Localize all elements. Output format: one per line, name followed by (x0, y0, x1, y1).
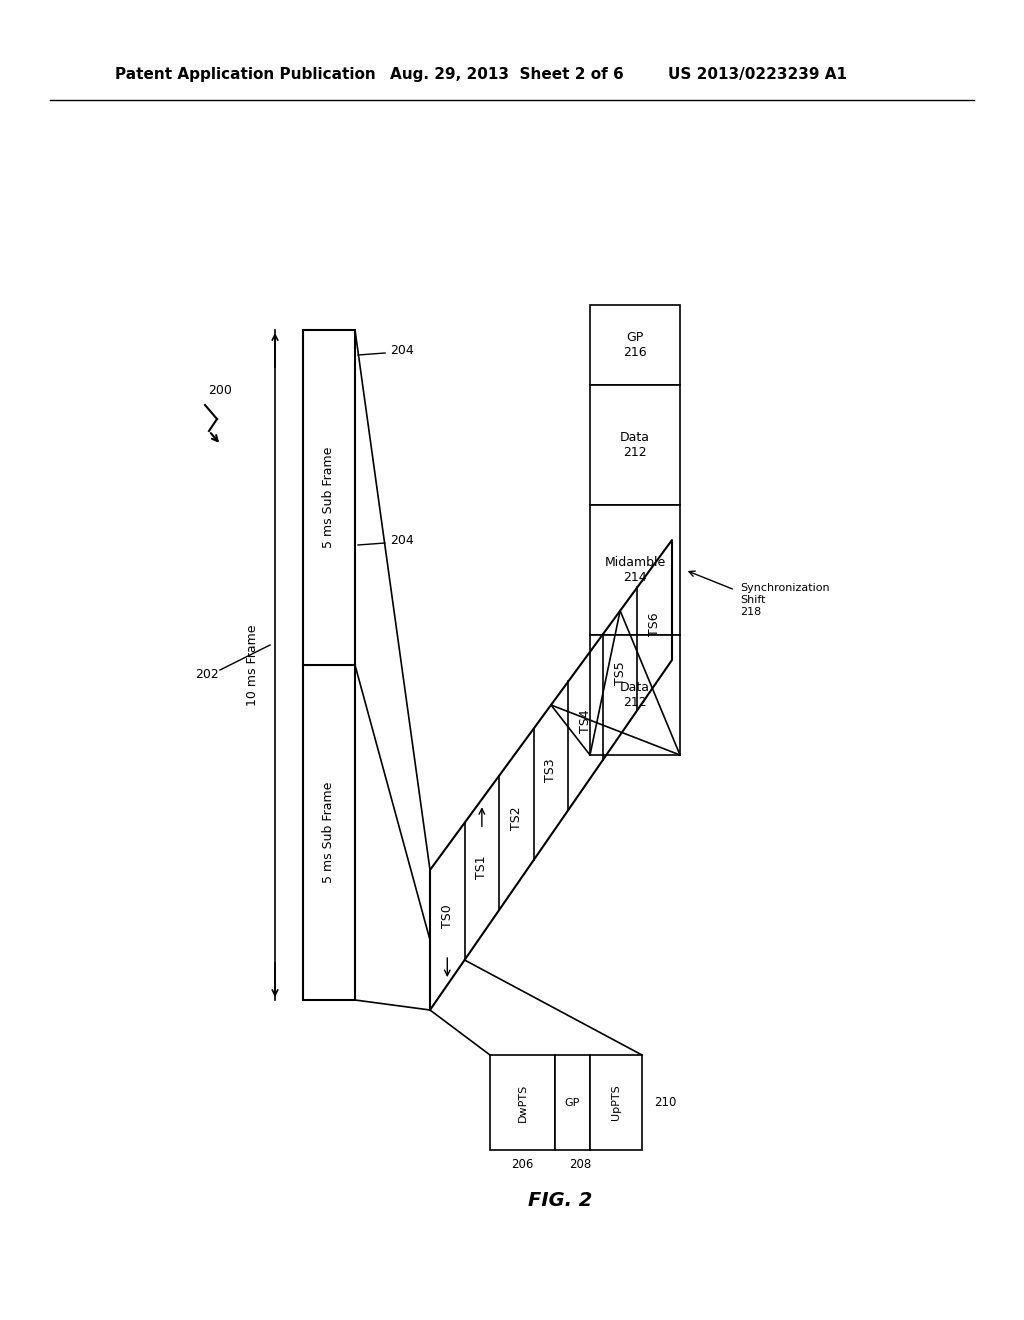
Text: 202: 202 (195, 668, 219, 681)
Text: 204: 204 (390, 533, 414, 546)
Text: 5 ms Sub Frame: 5 ms Sub Frame (323, 781, 336, 883)
Text: 204: 204 (390, 343, 414, 356)
Text: 206: 206 (511, 1159, 534, 1172)
Text: 210: 210 (654, 1096, 677, 1109)
Text: Data
212: Data 212 (620, 681, 650, 709)
Text: GP
216: GP 216 (624, 331, 647, 359)
Text: UpPTS: UpPTS (611, 1085, 621, 1121)
Text: 208: 208 (569, 1159, 592, 1172)
Text: DwPTS: DwPTS (517, 1084, 527, 1122)
Text: Midamble
214: Midamble 214 (604, 556, 666, 583)
Text: Data
212: Data 212 (620, 432, 650, 459)
Text: 10 ms Frame: 10 ms Frame (247, 624, 259, 706)
Text: TS4: TS4 (579, 710, 592, 733)
Text: FIG. 2: FIG. 2 (527, 1191, 592, 1209)
Bar (590, 305, 680, 385)
Text: Patent Application Publication: Patent Application Publication (115, 67, 376, 82)
Bar (590, 385, 680, 506)
Text: GP: GP (565, 1097, 581, 1107)
Text: TS0: TS0 (440, 904, 454, 928)
Bar (590, 635, 680, 755)
Text: TS5: TS5 (613, 661, 627, 685)
Text: US 2013/0223239 A1: US 2013/0223239 A1 (668, 67, 847, 82)
Bar (590, 1055, 642, 1150)
Bar (590, 506, 680, 635)
Text: Synchronization
Shift
218: Synchronization Shift 218 (740, 583, 829, 616)
Text: 5 ms Sub Frame: 5 ms Sub Frame (323, 446, 336, 548)
Text: 200: 200 (208, 384, 231, 396)
Text: TS6: TS6 (648, 612, 662, 636)
Bar (555, 1055, 590, 1150)
Bar (303, 330, 355, 1001)
Text: TS3: TS3 (545, 758, 557, 781)
Text: Aug. 29, 2013  Sheet 2 of 6: Aug. 29, 2013 Sheet 2 of 6 (390, 67, 624, 82)
Text: TS2: TS2 (510, 807, 523, 830)
Text: TS1: TS1 (475, 855, 488, 879)
Bar (490, 1055, 555, 1150)
